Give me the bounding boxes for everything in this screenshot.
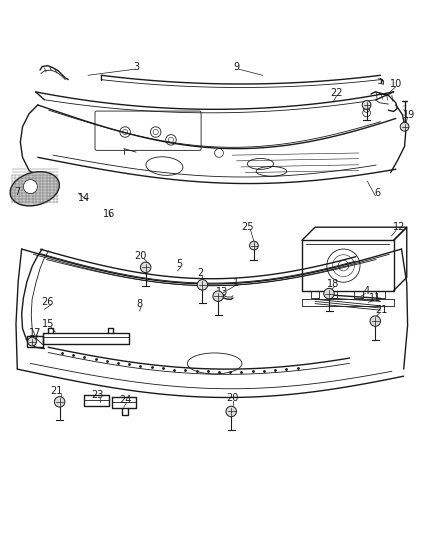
Circle shape <box>23 180 37 193</box>
Text: 8: 8 <box>137 298 143 309</box>
Circle shape <box>362 101 371 109</box>
Circle shape <box>370 316 381 326</box>
Text: 17: 17 <box>28 328 41 338</box>
Text: 18: 18 <box>327 279 339 289</box>
Text: 10: 10 <box>390 79 402 89</box>
Circle shape <box>28 337 36 346</box>
Text: 23: 23 <box>92 390 104 400</box>
Text: 4: 4 <box>364 286 370 295</box>
Text: 7: 7 <box>14 187 21 197</box>
Text: 13: 13 <box>216 287 229 297</box>
Text: 3: 3 <box>133 61 139 71</box>
Text: 11: 11 <box>369 293 381 303</box>
Text: 26: 26 <box>42 297 54 308</box>
Text: 1: 1 <box>233 278 239 288</box>
Circle shape <box>400 123 409 131</box>
Text: 20: 20 <box>226 393 238 403</box>
Circle shape <box>324 288 334 299</box>
Text: 20: 20 <box>134 251 147 261</box>
Text: 16: 16 <box>103 209 115 219</box>
Text: 21: 21 <box>50 386 63 396</box>
Circle shape <box>141 262 151 272</box>
Circle shape <box>213 291 223 302</box>
Text: 25: 25 <box>241 222 254 232</box>
Text: 24: 24 <box>119 394 131 405</box>
Text: 14: 14 <box>78 192 91 203</box>
Text: 9: 9 <box>233 61 240 71</box>
Text: 19: 19 <box>403 110 415 119</box>
Text: 22: 22 <box>331 88 343 98</box>
Circle shape <box>250 241 258 250</box>
Text: 15: 15 <box>42 319 54 329</box>
Text: 2: 2 <box>198 268 204 278</box>
Circle shape <box>197 280 208 290</box>
Text: 6: 6 <box>374 188 380 198</box>
Ellipse shape <box>10 172 60 206</box>
Circle shape <box>54 397 65 407</box>
Text: 21: 21 <box>375 305 388 315</box>
Text: 12: 12 <box>393 222 405 232</box>
Text: 5: 5 <box>176 260 182 269</box>
Circle shape <box>226 406 237 417</box>
